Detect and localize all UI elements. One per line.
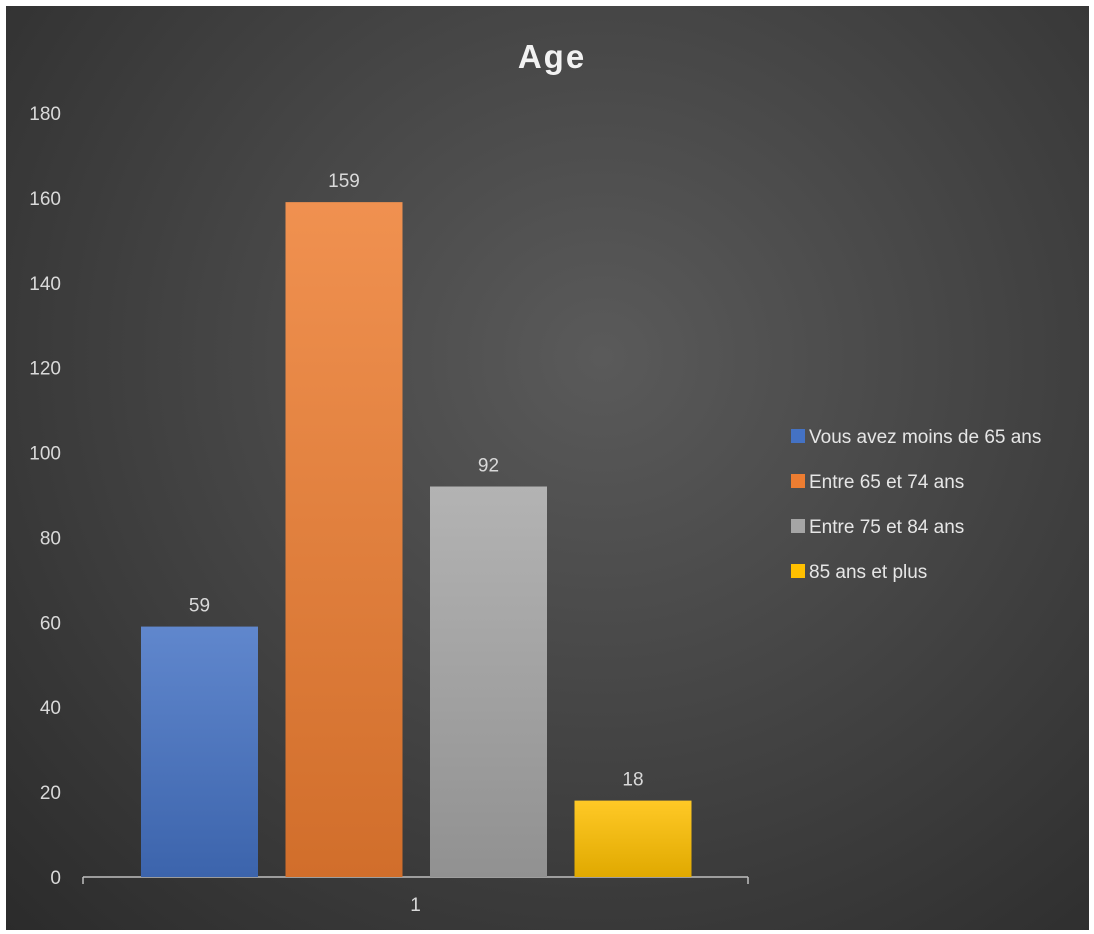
y-tick-label: 120 — [29, 359, 61, 380]
legend-label: Entre 75 et 84 ans — [809, 517, 964, 538]
y-tick-label: 20 — [40, 783, 61, 804]
y-tick-label: 40 — [40, 698, 61, 719]
y-tick-label: 60 — [40, 613, 61, 634]
y-tick-label: 160 — [29, 189, 61, 210]
y-axis: 0 20 40 60 80 100 120 140 160 180 — [29, 104, 61, 889]
data-label: 59 — [189, 596, 210, 617]
legend-label: 85 ans et plus — [809, 562, 927, 583]
y-tick-label: 0 — [50, 868, 61, 889]
legend-label: Entre 65 et 74 ans — [809, 472, 964, 493]
y-tick-label: 140 — [29, 274, 61, 295]
data-label: 159 — [328, 171, 360, 192]
bar-chart: Age 0 20 40 60 80 100 120 140 160 180 1 59 159 92 18… — [29, 38, 1041, 916]
data-label: 18 — [622, 770, 643, 791]
y-tick-label: 180 — [29, 104, 61, 125]
bar — [574, 800, 692, 877]
bar — [141, 626, 258, 877]
y-tick-label: 100 — [29, 444, 61, 465]
data-label: 92 — [478, 456, 499, 477]
x-tick-label: 1 — [410, 895, 421, 916]
chart-area: Age 0 20 40 60 80 100 120 140 160 180 1 59 159 92 18… — [6, 6, 1089, 930]
y-tick-label: 80 — [40, 528, 61, 549]
legend-label: Vous avez moins de 65 ans — [809, 427, 1041, 448]
x-axis: 1 — [82, 876, 749, 916]
bar-group: 59 159 92 18 — [141, 171, 692, 878]
legend-swatch — [791, 564, 805, 578]
bar — [285, 202, 403, 878]
legend-swatch — [791, 429, 805, 443]
bar — [430, 486, 547, 877]
legend-swatch — [791, 474, 805, 488]
legend-swatch — [791, 519, 805, 533]
legend: Vous avez moins de 65 ans Entre 65 et 74 … — [791, 427, 1041, 583]
chart-title: Age — [518, 38, 586, 75]
